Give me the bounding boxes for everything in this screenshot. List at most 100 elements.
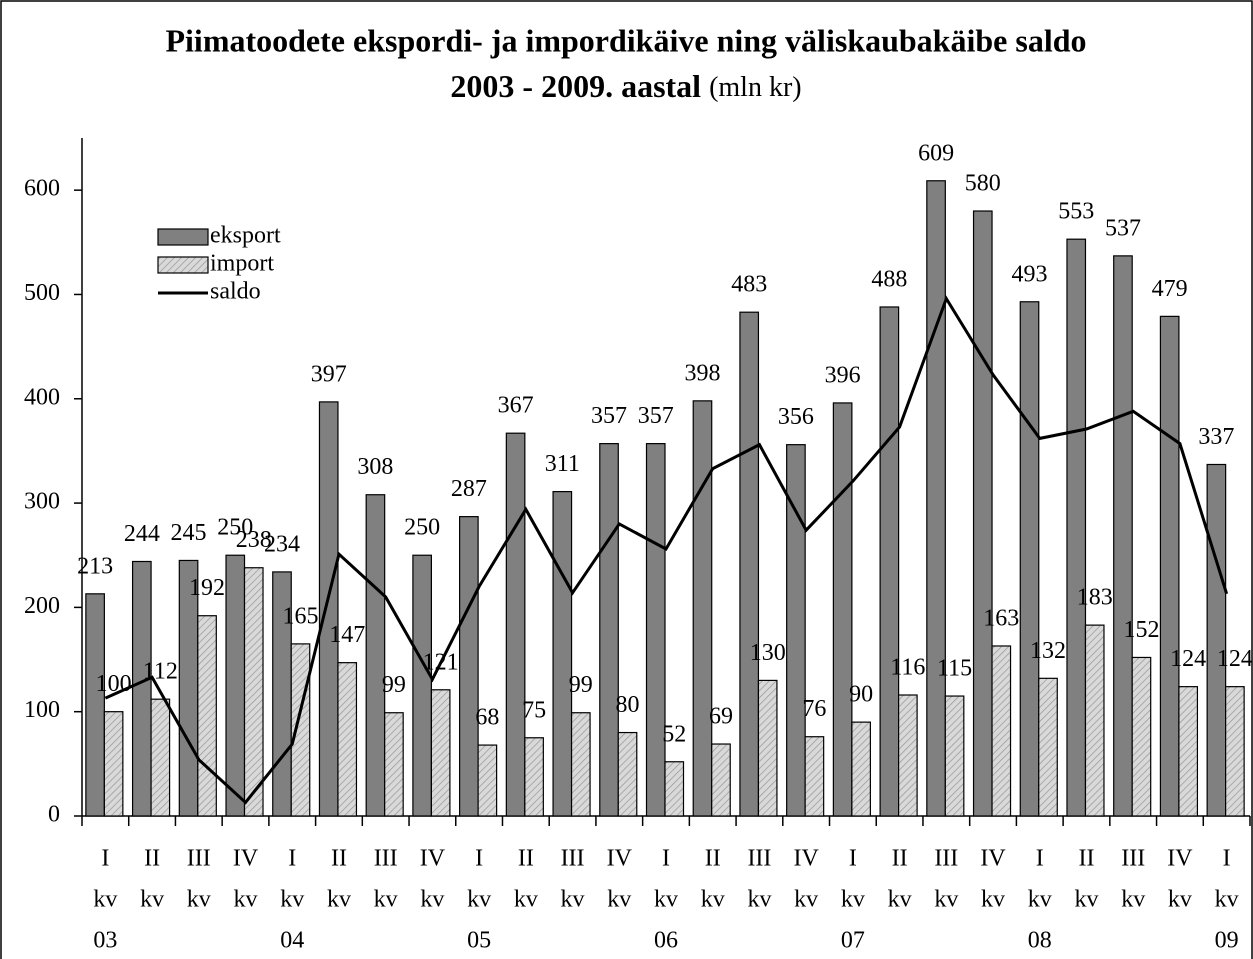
x-tick-label: 09 <box>1215 928 1239 954</box>
y-tick-label: 300 <box>24 489 60 515</box>
value-label: 609 <box>918 140 954 166</box>
bar <box>926 180 946 817</box>
bar <box>1225 686 1245 817</box>
x-tick-label: kv <box>888 887 912 913</box>
bar <box>991 645 1012 817</box>
value-label: 245 <box>171 520 207 546</box>
x-tick-label: III <box>374 846 398 872</box>
bar <box>617 731 638 817</box>
bar <box>739 311 760 817</box>
bar <box>103 711 124 817</box>
value-label: 356 <box>778 404 814 430</box>
bar <box>225 554 246 817</box>
value-label: 52 <box>662 721 686 747</box>
x-tick-label: II <box>144 846 160 872</box>
bar <box>1084 624 1105 817</box>
value-label: 165 <box>282 603 318 629</box>
bar <box>1159 315 1180 817</box>
x-tick-label: kv <box>327 887 351 913</box>
bar <box>524 737 544 817</box>
x-tick-label: kv <box>514 887 538 913</box>
bar <box>243 567 264 817</box>
x-tick-label: III <box>187 846 211 872</box>
bar <box>131 560 152 817</box>
legend-label: eksport <box>210 223 281 249</box>
x-tick-label: kv <box>1121 887 1145 913</box>
x-tick-label: I <box>475 846 483 872</box>
x-tick-label: kv <box>841 887 865 913</box>
x-tick-label: kv <box>280 887 304 913</box>
value-label: 493 <box>1012 261 1048 287</box>
chart-title: Piimatoodete ekspordi- ja impordikäive n… <box>165 22 1086 58</box>
bar <box>692 400 713 817</box>
x-tick-label: II <box>1078 846 1094 872</box>
x-tick-label: I <box>101 846 109 872</box>
value-label: 112 <box>143 659 178 685</box>
x-tick-label: IV <box>793 846 819 872</box>
legend-swatch <box>157 256 209 274</box>
value-label: 147 <box>329 622 365 648</box>
value-label: 244 <box>124 521 160 547</box>
bar <box>459 516 479 817</box>
value-label: 250 <box>404 515 440 541</box>
value-label: 580 <box>965 171 1001 197</box>
x-tick-label: IV <box>980 846 1006 872</box>
bar <box>944 695 965 817</box>
value-label: 99 <box>382 672 406 698</box>
bar <box>879 306 900 817</box>
x-tick-label: kv <box>607 887 631 913</box>
value-label: 116 <box>890 655 925 681</box>
value-label: 234 <box>264 531 300 557</box>
value-label: 76 <box>802 696 826 722</box>
bar <box>1066 238 1087 817</box>
bar <box>365 494 386 817</box>
value-label: 124 <box>1170 646 1206 672</box>
y-tick-label: 100 <box>24 697 60 723</box>
value-label: 213 <box>77 553 113 579</box>
bar <box>1113 255 1133 817</box>
bar <box>412 554 432 817</box>
value-label: 130 <box>750 640 786 666</box>
bar <box>711 743 731 817</box>
x-tick-label: kv <box>1074 887 1098 913</box>
x-tick-label: kv <box>654 887 678 913</box>
legend-label: import <box>210 251 274 277</box>
bar <box>197 615 217 817</box>
bar <box>384 712 404 817</box>
bar <box>757 679 778 817</box>
value-label: 238 <box>236 527 272 553</box>
value-label: 553 <box>1058 199 1094 225</box>
x-tick-label: III <box>1121 846 1145 872</box>
x-tick-label: kv <box>467 887 491 913</box>
value-label: 483 <box>731 272 767 298</box>
value-label: 80 <box>616 692 640 718</box>
value-label: 308 <box>357 454 393 480</box>
bar <box>832 402 853 817</box>
bar <box>786 444 806 817</box>
x-tick-label: I <box>662 846 670 872</box>
x-tick-label: IV <box>420 846 446 872</box>
x-tick-label: kv <box>561 887 585 913</box>
x-tick-label: kv <box>93 887 117 913</box>
x-tick-label: kv <box>140 887 164 913</box>
bar <box>150 698 171 817</box>
x-tick-label: IV <box>607 846 633 872</box>
x-tick-label: II <box>705 846 721 872</box>
x-tick-label: III <box>747 846 771 872</box>
x-tick-label: kv <box>747 887 771 913</box>
bar <box>290 643 311 817</box>
value-label: 287 <box>451 476 487 502</box>
value-label: 398 <box>684 360 720 386</box>
x-tick-label: kv <box>981 887 1005 913</box>
value-label: 250 <box>217 515 253 541</box>
x-tick-label: kv <box>934 887 958 913</box>
value-label: 192 <box>189 575 225 601</box>
line <box>104 295 1229 805</box>
x-tick-label: IV <box>1167 846 1193 872</box>
bar <box>645 443 666 817</box>
value-label: 115 <box>937 656 972 682</box>
bar <box>1178 686 1199 817</box>
bar <box>664 761 685 817</box>
chart-subtitle: 2003 - 2009. aastal (mln kr) <box>450 68 801 104</box>
